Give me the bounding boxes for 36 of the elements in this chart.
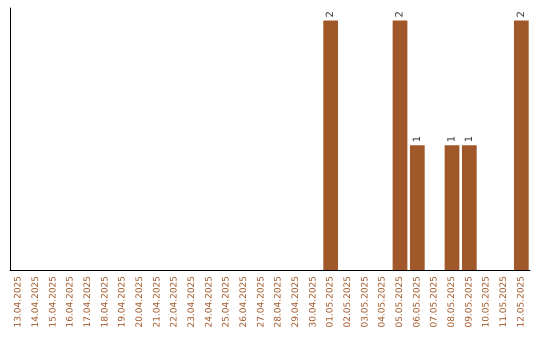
x-tick-label: 04.05.2025 (378, 276, 388, 328)
data-label: 2 (516, 11, 527, 18)
x-tick-label: 15.04.2025 (48, 276, 58, 328)
x-tick-label: 24.04.2025 (204, 276, 214, 328)
x-tick-label: 10.05.2025 (482, 276, 492, 328)
x-tick-label: 26.04.2025 (239, 276, 249, 328)
x-tick-label: 06.05.2025 (412, 276, 422, 328)
x-tick-label: 22.04.2025 (170, 276, 180, 328)
x-tick-label: 18.04.2025 (100, 276, 110, 328)
x-tick-label: 07.05.2025 (430, 276, 440, 328)
x-tick-label: 05.05.2025 (395, 276, 405, 328)
x-tick-label: 01.05.2025 (326, 276, 336, 328)
x-tick-label: 02.05.2025 (343, 276, 353, 328)
x-tick-label: 28.04.2025 (274, 276, 284, 328)
x-tick-label: 11.05.2025 (499, 276, 509, 328)
x-tick-label: 08.05.2025 (447, 276, 457, 328)
x-tick-label: 14.04.2025 (31, 276, 41, 328)
data-label: 1 (464, 136, 475, 142)
data-label: 2 (394, 11, 406, 18)
x-tick-label: 30.04.2025 (308, 276, 318, 328)
x-tick-label: 25.04.2025 (222, 276, 232, 328)
x-tick-label: 13.04.2025 (14, 276, 24, 328)
x-tick-label: 21.04.2025 (152, 276, 162, 328)
data-label: 1 (412, 136, 423, 142)
x-tick-label: 20.04.2025 (135, 276, 145, 328)
data-label: 1 (446, 136, 458, 142)
x-tick-label: 17.04.2025 (83, 276, 93, 328)
x-tick-label: 16.04.2025 (66, 276, 76, 328)
x-tick-label: 19.04.2025 (118, 276, 128, 328)
x-tick-label: 03.05.2025 (360, 276, 370, 328)
data-label: 2 (325, 11, 336, 18)
x-tick-label: 29.04.2025 (291, 276, 301, 328)
x-tick-label: 23.04.2025 (187, 276, 197, 328)
x-tick-label: 12.05.2025 (516, 276, 526, 328)
x-tick-label: 27.04.2025 (256, 276, 266, 328)
x-tick-label: 09.05.2025 (464, 276, 474, 328)
